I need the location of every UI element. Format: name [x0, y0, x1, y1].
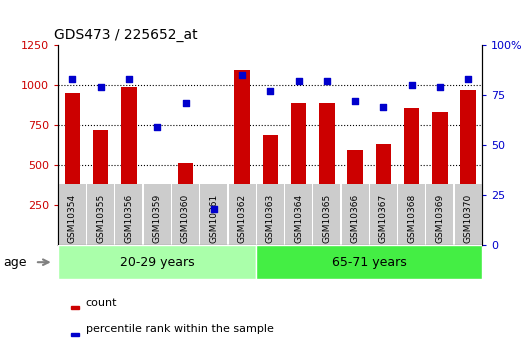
Text: 20-29 years: 20-29 years: [120, 256, 195, 269]
Bar: [93, 130, 109, 245]
Point: [209, 206, 218, 212]
Point: [238, 72, 246, 78]
Text: 65-71 years: 65-71 years: [332, 256, 407, 269]
Text: GSM10369: GSM10369: [436, 193, 444, 243]
Point: [68, 76, 77, 82]
Bar: [262, 135, 278, 245]
Text: GSM10362: GSM10362: [237, 194, 246, 243]
Text: count: count: [86, 298, 117, 308]
Bar: [404, 108, 419, 245]
Bar: [71, 306, 78, 309]
Text: percentile rank within the sample: percentile rank within the sample: [86, 325, 273, 334]
Text: age: age: [3, 256, 27, 269]
Point: [266, 88, 275, 93]
Text: GSM10356: GSM10356: [125, 193, 134, 243]
Text: GSM10368: GSM10368: [407, 193, 416, 243]
Text: GSM10366: GSM10366: [351, 193, 359, 243]
Text: GSM10367: GSM10367: [379, 193, 388, 243]
Point: [294, 78, 303, 83]
Text: GSM10359: GSM10359: [153, 193, 162, 243]
Bar: [319, 103, 334, 245]
Text: GSM10355: GSM10355: [96, 193, 105, 243]
Bar: [71, 333, 78, 336]
Bar: [149, 192, 165, 245]
Point: [379, 104, 387, 110]
Bar: [347, 150, 363, 245]
Bar: [206, 207, 222, 245]
Bar: [65, 93, 80, 245]
Text: GDS473 / 225652_at: GDS473 / 225652_at: [54, 28, 198, 42]
Point: [436, 84, 444, 90]
Bar: [178, 163, 193, 245]
Point: [408, 82, 416, 88]
Bar: [376, 144, 391, 245]
Bar: [234, 70, 250, 245]
Text: GSM10360: GSM10360: [181, 193, 190, 243]
Text: GSM10364: GSM10364: [294, 194, 303, 243]
Point: [181, 100, 190, 106]
Bar: [291, 103, 306, 245]
Point: [96, 84, 105, 90]
Text: GSM10354: GSM10354: [68, 194, 77, 243]
Point: [153, 124, 162, 130]
Text: GSM10365: GSM10365: [322, 193, 331, 243]
Text: GSM10363: GSM10363: [266, 193, 275, 243]
Point: [464, 76, 472, 82]
Bar: [432, 112, 448, 245]
Bar: [256, 245, 482, 279]
Point: [125, 76, 133, 82]
Point: [323, 78, 331, 83]
Point: [351, 98, 359, 104]
Text: GSM10361: GSM10361: [209, 193, 218, 243]
Text: GSM10370: GSM10370: [464, 193, 473, 243]
Bar: [461, 90, 476, 245]
Bar: [58, 245, 256, 279]
Bar: [121, 87, 137, 245]
